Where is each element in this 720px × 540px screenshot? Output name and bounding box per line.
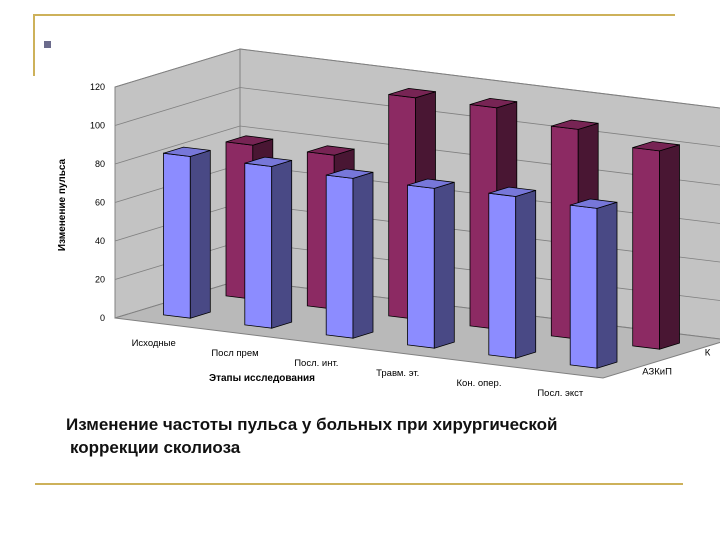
gridline xyxy=(114,48,720,109)
bar-series2-5 xyxy=(488,186,537,359)
bar-chart-3d: 0 20 40 60 80 100 120 Исходные Посл прем Посл. и… xyxy=(57,48,720,399)
y-tick-label: 40 xyxy=(95,236,105,246)
x-axis-label: Этапы исследования xyxy=(209,373,315,384)
bar-series2-2 xyxy=(244,156,293,329)
x-tick-label: Кон. опер. xyxy=(457,378,502,389)
bullet-square-icon xyxy=(44,41,51,48)
caption-line-1: Изменение частоты пульса у больных при х… xyxy=(66,415,558,434)
bar-series2-4 xyxy=(407,178,455,349)
x-axis-ticks: Исходные Посл прем Посл. инт. Травм. эт. Кон… xyxy=(132,338,584,399)
bar-series2-6 xyxy=(569,198,618,369)
y-tick-label: 100 xyxy=(90,121,105,131)
bar-series1-6 xyxy=(632,141,680,350)
bar-series2-1 xyxy=(163,146,211,319)
y-tick-label: 20 xyxy=(95,275,105,285)
y-tick-label: 0 xyxy=(100,313,105,323)
caption-line-2: коррекции сколиоза xyxy=(70,438,241,457)
x-tick-label: Посл. инт. xyxy=(294,358,338,369)
accent-rule-vertical xyxy=(33,14,35,76)
x-tick-label: Травм. эт. xyxy=(376,368,419,379)
accent-rule-top xyxy=(33,14,675,16)
y-tick-label: 80 xyxy=(95,159,105,169)
y-tick-label: 120 xyxy=(90,82,105,92)
x-tick-label: Посл прем xyxy=(211,348,258,359)
series-axis-ticks: К АЗКиП xyxy=(642,348,711,378)
slide-caption: Изменение частоты пульса у больных при х… xyxy=(66,413,696,459)
bar-series2-3 xyxy=(325,168,374,339)
x-tick-label: Исходные xyxy=(132,338,176,349)
series-tick-label: АЗКиП xyxy=(642,367,672,378)
y-axis-label: Изменение пульса xyxy=(57,158,68,251)
y-axis-ticks: 0 20 40 60 80 100 120 xyxy=(90,82,105,323)
series-tick-label: К xyxy=(705,348,711,359)
x-tick-label: Посл. экст xyxy=(537,388,584,399)
y-tick-label: 60 xyxy=(95,198,105,208)
accent-rule-bottom xyxy=(35,483,683,485)
chart-bars xyxy=(163,87,680,369)
